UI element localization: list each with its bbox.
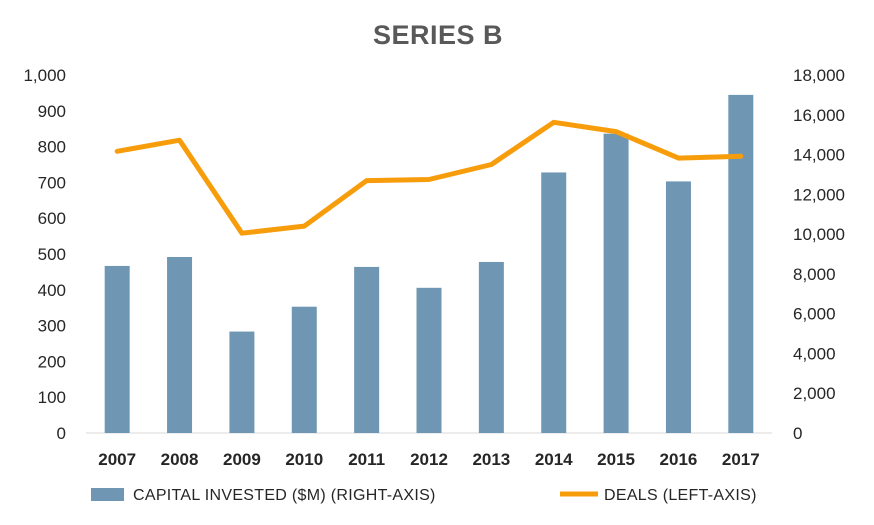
right-axis-tick-label: 2,000 xyxy=(793,384,836,403)
bar-capital-invested-2016 xyxy=(665,181,691,433)
right-axis-tick-label: 8,000 xyxy=(793,265,836,284)
bar-capital-invested-2011 xyxy=(354,266,380,433)
left-axis-tick-label: 700 xyxy=(38,173,66,192)
right-axis-tick-label: 4,000 xyxy=(793,344,836,363)
legend: CAPITAL INVESTED ($M) (RIGHT-AXIS) DEALS… xyxy=(91,487,757,504)
x-axis-category-label: 2009 xyxy=(223,450,261,469)
x-axis-category-label: 2015 xyxy=(597,450,635,469)
capital-invested-bars xyxy=(104,94,754,433)
bar-capital-invested-2013 xyxy=(478,261,504,433)
x-axis-category-label: 2014 xyxy=(535,450,573,469)
left-axis-tick-label: 1,000 xyxy=(23,66,66,85)
legend-label-capital-invested: CAPITAL INVESTED ($M) (RIGHT-AXIS) xyxy=(133,487,436,504)
x-axis-category-labels: 2007 2008 2009 2010 2011 2012 2013 2014 2015 2016… xyxy=(98,450,759,469)
left-axis-tick-label: 800 xyxy=(38,138,66,157)
left-axis-tick-label: 900 xyxy=(38,102,66,121)
bar-capital-invested-2007 xyxy=(104,265,130,433)
x-axis-category-label: 2013 xyxy=(472,450,510,469)
left-axis-tick-label: 400 xyxy=(38,281,66,300)
right-axis-tick-label: 18,000 xyxy=(793,66,845,85)
deals-line-layer xyxy=(114,119,744,236)
right-axis-tick-label: 14,000 xyxy=(793,146,845,165)
left-axis-tick-label: 0 xyxy=(57,424,66,443)
bar-capital-invested-2014 xyxy=(541,172,567,433)
left-axis-tick-label: 100 xyxy=(38,388,66,407)
right-axis-tick-label: 10,000 xyxy=(793,225,845,244)
chart-title: SERIES B xyxy=(373,20,503,50)
left-axis-tick-label: 300 xyxy=(38,317,66,336)
deals-line xyxy=(114,119,744,236)
x-axis-category-label: 2017 xyxy=(722,450,760,469)
bar-capital-invested-2010 xyxy=(291,306,317,433)
legend-label-deals: DEALS (LEFT-AXIS) xyxy=(604,487,757,504)
x-axis-category-label: 2012 xyxy=(410,450,448,469)
x-axis-category-label: 2010 xyxy=(285,450,323,469)
bar-capital-invested-2012 xyxy=(416,287,442,433)
left-axis-ticks: 0 100 200 300 400 500 600 700 800 900 1,000 xyxy=(23,66,66,443)
x-axis-category-label: 2007 xyxy=(98,450,136,469)
left-axis-tick-label: 200 xyxy=(38,352,66,371)
x-axis-category-label: 2016 xyxy=(660,450,698,469)
right-axis-tick-label: 12,000 xyxy=(793,185,845,204)
right-axis-tick-label: 6,000 xyxy=(793,305,836,324)
bar-capital-invested-2017 xyxy=(728,94,754,433)
left-axis-tick-label: 600 xyxy=(38,209,66,228)
bar-capital-invested-2009 xyxy=(229,331,255,433)
right-axis-tick-label: 16,000 xyxy=(793,106,845,125)
right-axis-tick-label: 0 xyxy=(793,424,802,443)
bar-capital-invested-2015 xyxy=(603,133,629,433)
legend-swatch-capital-invested xyxy=(91,488,124,501)
right-axis-ticks: 0 2,000 4,000 6,000 8,000 10,000 12,000 14,000 1… xyxy=(793,66,845,443)
bar-capital-invested-2008 xyxy=(167,256,193,433)
x-axis-category-label: 2008 xyxy=(161,450,199,469)
left-axis-tick-label: 500 xyxy=(38,245,66,264)
x-axis-category-label: 2011 xyxy=(348,450,385,469)
